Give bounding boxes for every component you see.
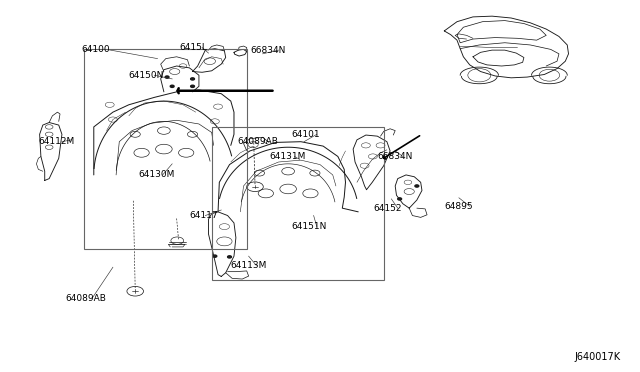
Text: 64101: 64101 bbox=[291, 130, 320, 139]
Circle shape bbox=[191, 78, 195, 80]
Text: 64131M: 64131M bbox=[269, 152, 305, 161]
Text: 6415L: 6415L bbox=[180, 43, 208, 52]
Circle shape bbox=[165, 76, 169, 78]
Text: 64112M: 64112M bbox=[38, 137, 75, 146]
Text: 64152: 64152 bbox=[373, 203, 401, 213]
Text: 64150N: 64150N bbox=[129, 71, 164, 80]
Circle shape bbox=[170, 85, 174, 87]
Bar bbox=[84, 49, 246, 249]
Text: 64895: 64895 bbox=[444, 202, 473, 211]
Circle shape bbox=[213, 255, 217, 257]
Text: 64130M: 64130M bbox=[138, 170, 175, 179]
Text: 64113M: 64113M bbox=[231, 261, 267, 270]
Text: J640017K: J640017K bbox=[575, 353, 621, 362]
Circle shape bbox=[397, 198, 401, 200]
Text: 66834N: 66834N bbox=[250, 46, 285, 55]
Text: 64089AB: 64089AB bbox=[65, 294, 106, 303]
Text: 64151N: 64151N bbox=[291, 222, 326, 231]
Circle shape bbox=[191, 85, 195, 87]
Circle shape bbox=[228, 256, 232, 258]
Text: 66834N: 66834N bbox=[378, 152, 413, 161]
Text: 64100: 64100 bbox=[81, 45, 109, 54]
Circle shape bbox=[415, 185, 419, 187]
Text: 64117: 64117 bbox=[189, 211, 218, 220]
Bar bbox=[212, 127, 384, 280]
Text: 64089AB: 64089AB bbox=[237, 137, 278, 146]
